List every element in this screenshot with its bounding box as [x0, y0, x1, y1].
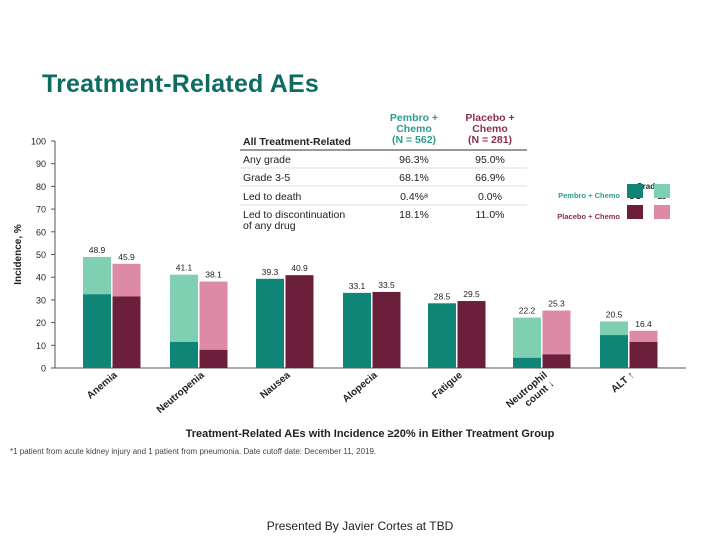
x-tick-label-line: Alopecia [341, 370, 380, 405]
y-tick-label: 30 [36, 295, 46, 305]
bar-value-label: 16.4 [635, 319, 652, 329]
y-tick-label: 50 [36, 250, 46, 260]
summary-table: Pembro +Chemo(N = 562)Placebo +Chemo(N =… [240, 112, 527, 232]
table-row-label: Led to discontinuation [243, 209, 345, 221]
table-cell-value: 0.4%ᵃ [400, 191, 428, 203]
x-tick-label: Anemia [85, 370, 120, 402]
bar-grade-3-plus [513, 357, 541, 368]
table-cell-value: 66.9% [475, 172, 505, 184]
bar-value-label: 33.5 [378, 280, 395, 290]
y-tick-label: 40 [36, 273, 46, 283]
x-tick-label: Fatigue [430, 370, 465, 402]
bar-value-label: 39.3 [262, 267, 279, 277]
table-cell-value: 18.1% [399, 209, 429, 221]
bar-grade-3-plus [542, 354, 571, 368]
y-tick-label: 0 [41, 364, 46, 374]
bar-value-label: 48.9 [89, 245, 106, 255]
bar-value-label: 25.3 [548, 299, 565, 309]
bar-grade-3-plus [112, 296, 141, 368]
slide-title: Treatment-Related AEs [42, 70, 319, 98]
bar-grade-3-plus [600, 335, 628, 368]
x-tick-label-line: Fatigue [430, 370, 465, 402]
y-tick-label: 70 [36, 205, 46, 215]
bar-value-label: 28.5 [434, 291, 451, 301]
x-tick-label: Alopecia [341, 370, 380, 405]
table-header-label: All Treatment-Related [243, 136, 351, 148]
table-column-header: (N = 562) [392, 134, 436, 146]
bar-grade-1-2 [112, 263, 141, 297]
x-tick-label-line: ALT ↑ [609, 370, 636, 395]
table-cell-value: 0.0% [478, 191, 502, 203]
y-axis-label: Incidence, % [13, 224, 24, 285]
x-tick-label: Nausea [258, 370, 293, 402]
table-cell-value: 95.0% [475, 154, 505, 166]
bar-grade-1-2 [170, 274, 198, 342]
bar-grade-3-plus [343, 292, 371, 368]
table-column-header: Placebo + [465, 112, 514, 124]
x-tick-label: Neutrophilcount ↓ [504, 370, 557, 419]
x-tick-label-line: Neutropenia [155, 370, 207, 416]
table-cell-value: 96.3% [399, 154, 429, 166]
bar-grade-3-plus [199, 349, 228, 368]
presenter-credit: Presented By Javier Cortes at TBD [266, 519, 454, 533]
bar-value-label: 22.2 [519, 306, 536, 316]
y-tick-label: 90 [36, 159, 46, 169]
bar-value-label: 20.5 [606, 309, 623, 319]
bar-value-label: 29.5 [463, 289, 480, 299]
legend-swatch-grade-3-plus [627, 205, 643, 219]
table-cell-value: 68.1% [399, 172, 429, 184]
bar-grade-1-2 [542, 310, 571, 355]
table-row-label: Any grade [243, 154, 291, 166]
bar-value-label: 38.1 [205, 270, 222, 280]
bar-grade-1-2 [629, 330, 658, 342]
table-row-label: Led to death [243, 191, 302, 203]
bar-value-label: 40.9 [291, 263, 308, 273]
bar-grade-3-plus [83, 294, 111, 368]
table-column-header: Pembro + [390, 112, 438, 124]
legend-swatch-grade-1-2 [654, 184, 670, 198]
bar-grade-1-2 [513, 317, 541, 358]
y-tick-label: 60 [36, 227, 46, 237]
table-column-header: (N = 281) [468, 134, 512, 146]
legend-swatch-grade-1-2 [654, 205, 670, 219]
x-tick-label: Neutropenia [155, 370, 207, 416]
table-row-label: Grade 3-5 [243, 172, 290, 184]
legend-title: Grade [636, 182, 660, 191]
x-tick-label-line: Nausea [258, 370, 293, 402]
table-cell-value: 11.0% [476, 209, 505, 221]
bar-grade-3-plus [629, 341, 658, 368]
bar-grade-1-2 [83, 256, 111, 295]
chart-title: Treatment-Related AEs with Incidence ≥20… [186, 428, 555, 440]
y-tick-label: 100 [31, 137, 46, 147]
table-column-header: Chemo [472, 123, 508, 135]
legend-item-label: Pembro + Chemo [558, 191, 620, 200]
y-tick-label: 20 [36, 318, 46, 328]
legend-item-label: Placebo + Chemo [557, 212, 620, 221]
x-tick-label: ALT ↑ [609, 370, 636, 395]
bar-grade-3-plus [256, 278, 284, 368]
x-tick-label-line: Anemia [85, 370, 120, 402]
bar-value-label: 45.9 [118, 252, 135, 262]
bar-grade-1-2 [199, 281, 228, 350]
bar-value-label: 33.1 [349, 281, 366, 291]
bar-grade-1-2 [600, 321, 628, 336]
chart-bars [83, 256, 658, 368]
bar-grade-3-plus [170, 341, 198, 368]
bar-value-label: 41.1 [176, 263, 193, 273]
legend-swatch-grade-3-plus [627, 184, 643, 198]
bar-grade-3-plus [457, 301, 486, 368]
bar-grade-3-plus [372, 291, 401, 368]
table-row-label: of any drug [243, 220, 296, 232]
y-tick-label: 10 [36, 341, 46, 351]
bar-grade-3-plus [428, 303, 456, 368]
y-tick-label: 80 [36, 182, 46, 192]
table-column-header: Chemo [396, 123, 432, 135]
bar-grade-3-plus [285, 275, 314, 368]
footnote: *1 patient from acute kidney injury and … [10, 447, 377, 456]
